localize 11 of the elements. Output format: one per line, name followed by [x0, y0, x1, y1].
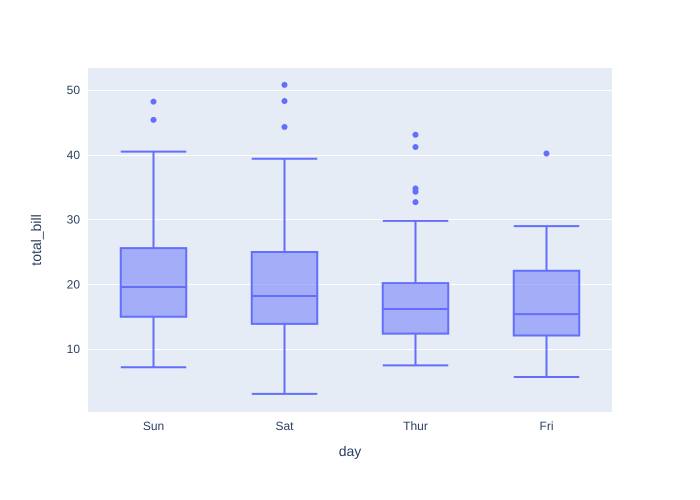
y-tick-label: 10: [66, 342, 80, 356]
x-axis-title: day: [338, 443, 362, 459]
y-tick-label: 40: [66, 148, 80, 162]
y-axis-title: total_bill: [28, 214, 44, 266]
x-tick-label: Sun: [142, 419, 164, 433]
x-tick-label: Thur: [403, 419, 428, 433]
x-tick-label: Fri: [540, 419, 554, 433]
y-tick-label: 50: [66, 83, 80, 98]
x-tick-label: Sat: [275, 419, 294, 433]
y-tick-label: 20: [66, 277, 80, 292]
y-tick-label: 30: [66, 212, 80, 227]
